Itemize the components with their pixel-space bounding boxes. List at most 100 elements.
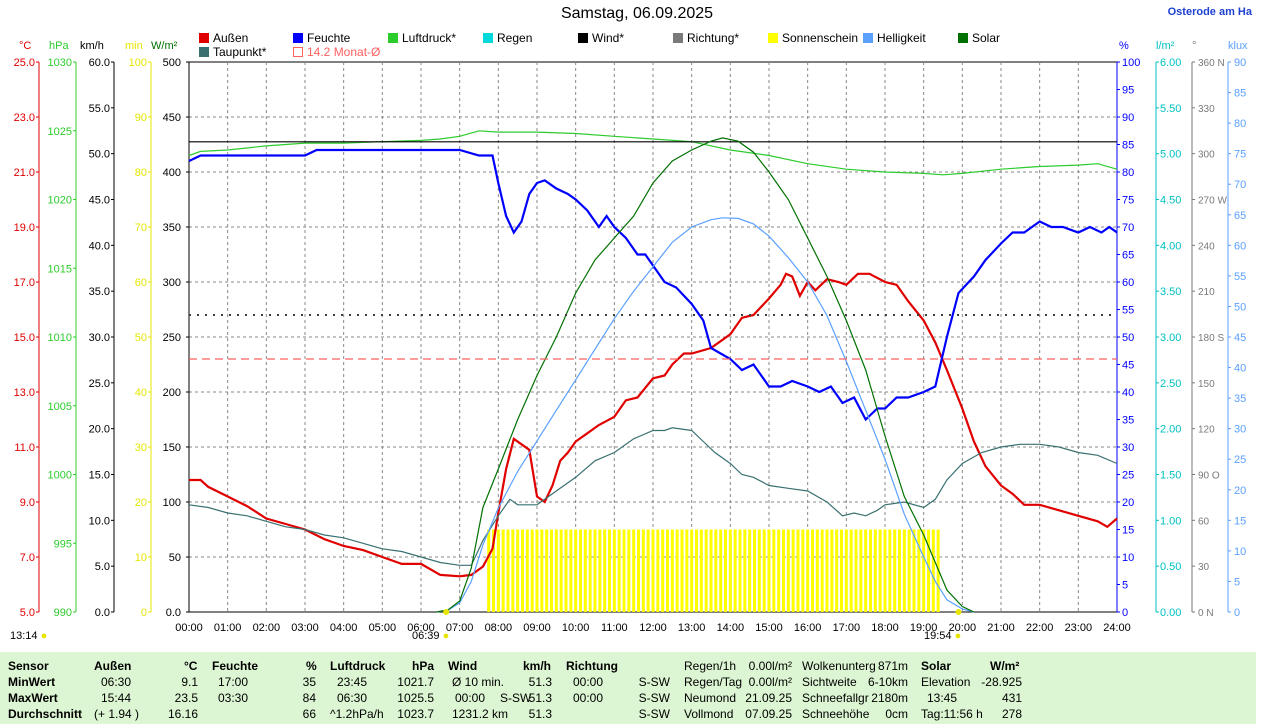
wind-min-value: 51.3 [528, 675, 552, 689]
sunshine-bar [748, 529, 752, 612]
stats-panel: Sensor Außen °C Feuchte % Luftdruck hPa … [0, 652, 1256, 724]
stats-row-avg-label: Durchschnitt [8, 707, 83, 721]
fullmoon-label: Vollmond [684, 707, 734, 721]
sunshine-bar [612, 529, 616, 612]
sunshine-bar [641, 529, 645, 612]
legend-item-richtung: Richtung* [673, 31, 739, 45]
sunshine-bar [782, 529, 785, 612]
axis-label-wind: 20.0 [89, 424, 110, 436]
x-tick-label: 09:00 [523, 622, 551, 634]
press-trend: ^1.2hPa/h [330, 707, 384, 721]
sunshine-bar [873, 529, 877, 612]
axis-label-humidity: 65 [1122, 250, 1134, 262]
sunshine-bar [496, 529, 500, 612]
press-min-time: 23:45 [337, 675, 368, 689]
axis-label-temp: 15.0 [14, 332, 35, 344]
solar-avg-value: 278 [1001, 707, 1022, 721]
x-tick-label: 06:00 [407, 622, 435, 634]
sunshine-bar [907, 529, 911, 612]
sunshine-bar [844, 529, 848, 612]
sunshine-bar [709, 529, 713, 612]
axis-label-solar: 250 [163, 332, 181, 344]
sunshine-bar [574, 529, 578, 612]
x-tick-label: 02:00 [253, 622, 281, 634]
axis-header-pressure: hPa [49, 40, 69, 52]
sunshine-bar [525, 529, 529, 612]
hum-min-value: 35 [302, 675, 316, 689]
axis-label-humidity: 15 [1122, 525, 1134, 537]
legend-item-wind: Wind* [578, 31, 624, 45]
sunshine-bar [588, 529, 592, 612]
legend-item-sonnenschein: Sonnenschein [768, 31, 858, 45]
sunshine-bar [796, 529, 800, 612]
axis-label-solar: 0.0 [166, 607, 181, 619]
sunshine-bar [811, 529, 814, 612]
sunshine-bar [883, 529, 887, 612]
newmoon-label: Neumond [684, 691, 737, 705]
axis-label-rain: 1.00 [1160, 515, 1181, 527]
temp-min-value: 9.1 [181, 675, 198, 689]
sunshine-bar [815, 529, 819, 612]
axis-label-rain: 4.00 [1160, 240, 1181, 252]
axis-label-wind: 15.0 [89, 470, 110, 482]
axis-label-lux: 35 [1234, 393, 1246, 405]
axis-label-direction: 150 [1198, 379, 1215, 390]
sunshine-bar [753, 529, 756, 612]
wind-max-time: 00:00 [455, 691, 486, 705]
axis-label-solar: 300 [163, 277, 181, 289]
temp-avg-value: 16.16 [167, 707, 198, 721]
axis-label-solar: 450 [163, 112, 181, 124]
sunshine-bar [564, 529, 568, 612]
sunshine-bar [922, 529, 926, 612]
station-link[interactable]: Osterode am Ha [1167, 6, 1252, 18]
axis-label-solar: 350 [163, 222, 181, 234]
x-tick-label: 03:00 [291, 622, 319, 634]
axis-label-solar: 150 [163, 442, 181, 454]
axis-label-humidity: 30 [1122, 442, 1134, 454]
legend-item-monatsmittel: 14.2 Monat-Ø [293, 45, 380, 59]
sunshine-bar [699, 529, 703, 612]
dir-avg-value: S-SW [638, 707, 670, 721]
cloudbase-label: Wolkenunterg [802, 659, 876, 673]
sunshine-bar [888, 529, 892, 612]
sunshine-bar [878, 529, 882, 612]
sunset-label: 19:54 ● [924, 630, 962, 642]
x-tick-label: 22:00 [1026, 622, 1054, 634]
axis-label-lux: 0 [1234, 607, 1240, 619]
x-tick-label: 24:00 [1103, 622, 1131, 634]
temp-max-time: 15:44 [101, 691, 132, 705]
snowdepth-value: 0cm [885, 707, 908, 721]
sunshine-bar [487, 529, 491, 612]
axis-label-lux: 55 [1234, 271, 1246, 283]
x-tick-label: 00:00 [175, 622, 203, 634]
axis-label-humidity: 95 [1122, 85, 1134, 97]
axis-label-pressure: 1010 [48, 332, 72, 344]
right-edge-bar [1256, 0, 1274, 724]
sunshine-bar [622, 529, 626, 612]
sunshine-bar [511, 529, 515, 612]
axis-label-lux: 15 [1234, 515, 1246, 527]
axis-label-lux: 50 [1234, 301, 1246, 313]
elevation-label: Elevation [921, 675, 971, 689]
sunshine-bar [617, 529, 621, 612]
chart-title: Samstag, 06.09.2025 [560, 5, 714, 22]
axis-label-humidity: 45 [1122, 360, 1134, 372]
sunshine-bar [501, 529, 505, 612]
legend-swatch [199, 33, 209, 43]
x-tick-label: 19:00 [910, 622, 938, 634]
axis-label-solar: 200 [163, 387, 181, 399]
sunshine-bar [521, 529, 524, 612]
axis-label-humidity: 75 [1122, 195, 1134, 207]
axis-label-direction: 60 [1198, 516, 1210, 527]
sunshine-bar [540, 529, 544, 612]
axis-label-temp: 11.0 [14, 442, 35, 454]
hum-max-time: 03:30 [218, 691, 249, 705]
sunshine-bar [608, 529, 611, 612]
axis-label-wind: 55.0 [89, 103, 110, 115]
axis-label-rain: 3.50 [1160, 286, 1181, 298]
sunshine-bar [690, 529, 694, 612]
sunshine-bar [554, 529, 558, 612]
axis-label-humidity: 100 [1122, 57, 1140, 69]
press-avg-value: 1023.7 [397, 707, 434, 721]
stats-header-percent: % [306, 659, 317, 673]
